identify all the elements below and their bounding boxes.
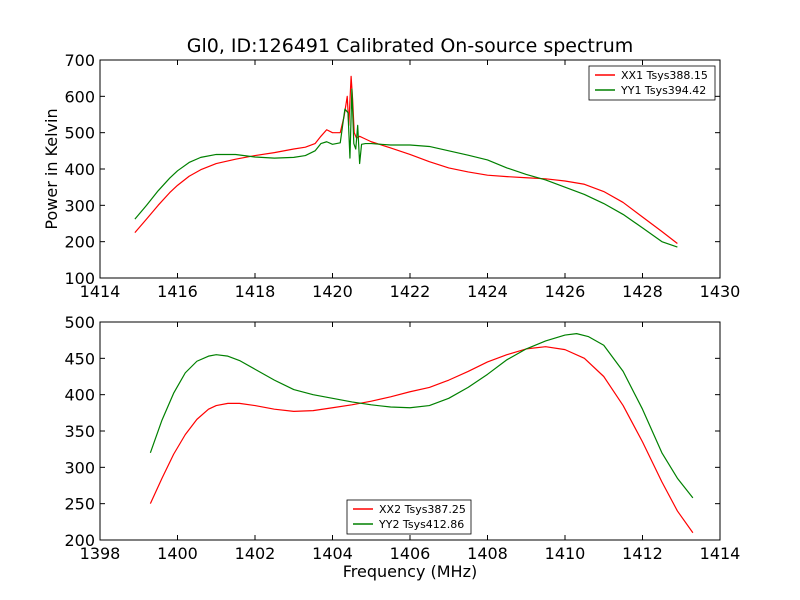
x-tick-label: 1420	[312, 282, 353, 301]
x-tick-label: 1400	[157, 544, 198, 563]
x-tick-label: 1426	[545, 282, 586, 301]
x-tick-label: 1424	[467, 282, 508, 301]
x-tick-label: 1406	[390, 544, 431, 563]
y-tick-label: 450	[64, 349, 95, 368]
y-tick-label: 250	[64, 495, 95, 514]
x-tick-label: 1414	[700, 544, 741, 563]
x-tick-label: 1422	[390, 282, 431, 301]
legend-label: YY1 Tsys394.42	[620, 84, 706, 97]
y-tick-label: 350	[64, 422, 95, 441]
x-tick-label: 1418	[235, 282, 276, 301]
y-tick-label: 600	[64, 87, 95, 106]
x-axis-title: Frequency (MHz)	[343, 562, 477, 581]
x-tick-label: 1410	[545, 544, 586, 563]
x-tick-label: 1414	[80, 282, 121, 301]
series-line-xx	[149, 346, 694, 534]
series-line-xx	[134, 75, 678, 244]
x-tick-label: 1398	[80, 544, 121, 563]
y-tick-label: 300	[64, 458, 95, 477]
y-tick-label: 300	[64, 196, 95, 215]
legend: XX2 Tsys387.25 YY2 Tsys412.86	[346, 499, 472, 535]
x-tick-label: 1408	[467, 544, 508, 563]
top-plot: 1414 1416 1418 1420 1422 1424 1426 1428 1430 100 2…	[42, 51, 740, 301]
y-tick-label: 200	[64, 531, 95, 550]
x-tick-label: 1412	[622, 544, 663, 563]
x-tick-label: 1430	[700, 282, 741, 301]
legend-box	[588, 65, 716, 101]
x-tick-label: 1428	[622, 282, 663, 301]
bottom-plot: 1398 1400 1402 1404 1406 1408 1410 1412 1414 200 2…	[64, 313, 740, 563]
series-line-yy	[149, 333, 694, 499]
legend-label: XX1 Tsys388.15	[621, 69, 708, 82]
legend-label: XX2 Tsys387.25	[379, 503, 466, 516]
y-tick-label: 200	[64, 233, 95, 252]
y-axis-title: Power in Kelvin	[42, 108, 61, 229]
x-tick-label: 1402	[235, 544, 276, 563]
legend: XX1 Tsys388.15 YY1 Tsys394.42	[588, 65, 716, 101]
legend-box	[346, 499, 472, 535]
figure-title: Gl0, ID:126491 Calibrated On-source spec…	[187, 35, 634, 57]
x-tick-label: 1416	[157, 282, 198, 301]
y-tick-label: 500	[64, 124, 95, 143]
y-tick-label: 400	[64, 386, 95, 405]
series-line-yy	[134, 88, 678, 248]
y-tick-label: 400	[64, 160, 95, 179]
y-tick-label: 700	[64, 51, 95, 70]
legend-label: YY2 Tsys412.86	[378, 518, 464, 531]
y-tick-label: 500	[64, 313, 95, 332]
y-tick-label: 100	[64, 269, 95, 288]
x-tick-label: 1404	[312, 544, 353, 563]
